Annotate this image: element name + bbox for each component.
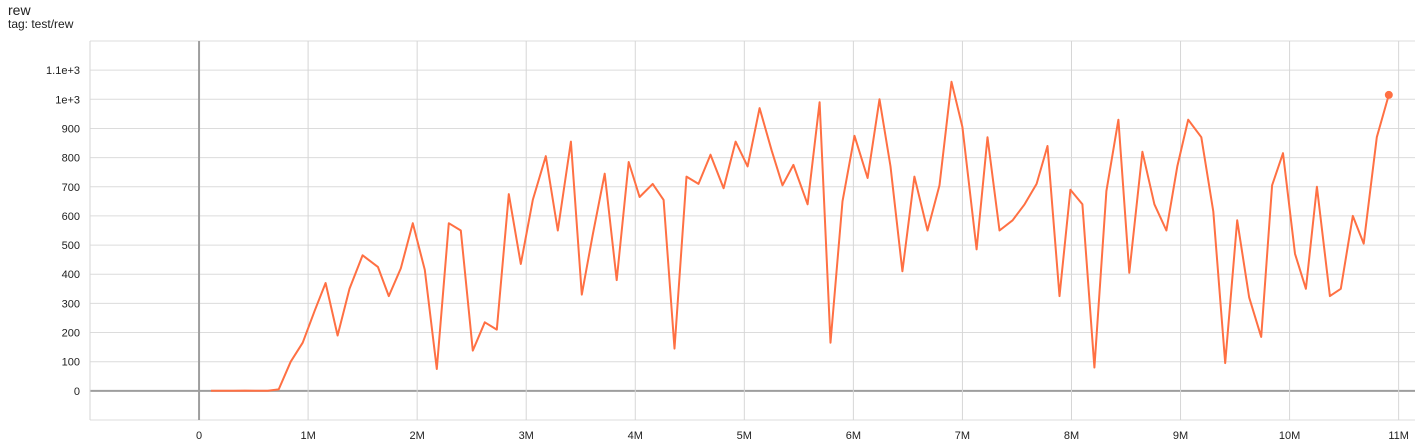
y-tick-label: 400 — [62, 269, 80, 281]
y-tick-label: 0 — [74, 386, 80, 398]
x-tick-label: 0 — [196, 430, 202, 442]
x-tick-label: 1M — [300, 430, 315, 442]
x-tick-label: 9M — [1173, 430, 1188, 442]
data-point — [1384, 90, 1393, 99]
x-tick-label: 4M — [628, 430, 643, 442]
y-tick-label: 1e+3 — [55, 94, 80, 106]
series-line — [211, 80, 1390, 392]
y-tick-label: 300 — [62, 298, 80, 310]
y-tick-label: 500 — [62, 240, 80, 252]
x-tick-label: 11M — [1388, 430, 1409, 442]
y-tick-label: 900 — [62, 123, 80, 135]
chart-subtitle: tag: test/rew — [8, 17, 74, 31]
chart-title: rew — [8, 2, 31, 18]
x-tick-label: 5M — [737, 430, 752, 442]
x-tick-label: 6M — [846, 430, 861, 442]
y-tick-label: 700 — [62, 182, 80, 194]
x-tick-label: 10M — [1279, 430, 1300, 442]
x-tick-label: 2M — [410, 430, 425, 442]
x-tick-label: 3M — [519, 430, 534, 442]
y-tick-label: 800 — [62, 153, 80, 165]
y-tick-label: 200 — [62, 328, 80, 340]
y-tick-label: 600 — [62, 211, 80, 223]
x-tick-label: 8M — [1064, 430, 1079, 442]
y-tick-label: 1.1e+3 — [46, 65, 80, 77]
y-tick-label: 100 — [62, 357, 80, 369]
x-tick-label: 7M — [955, 430, 970, 442]
